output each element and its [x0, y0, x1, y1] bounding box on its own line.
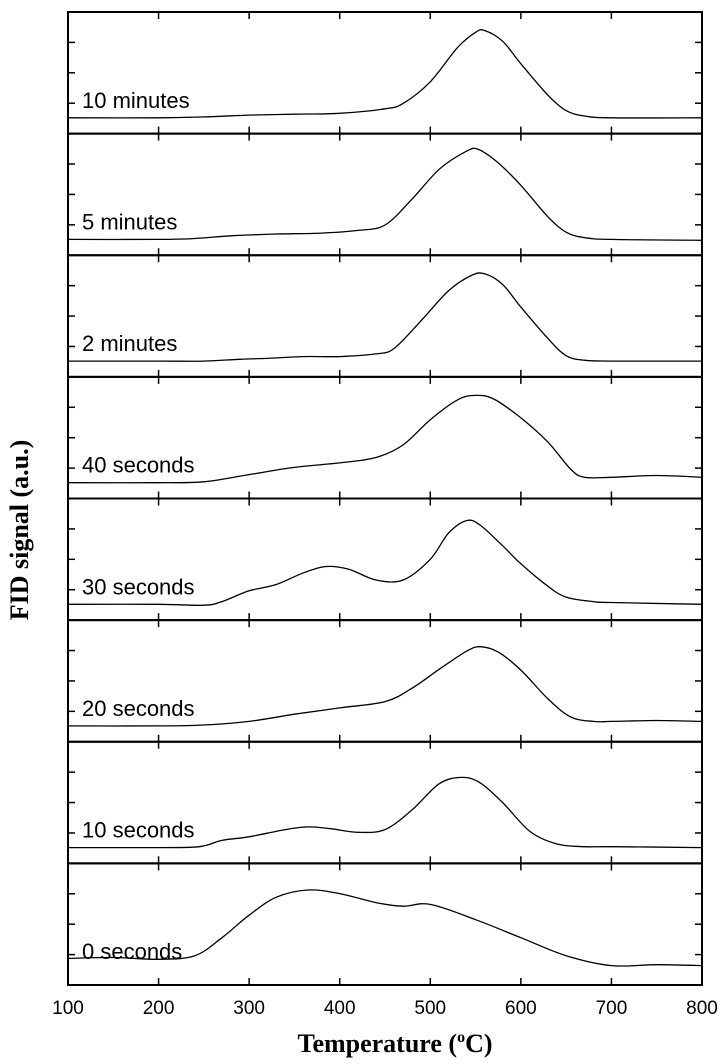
x-tick-label: 200	[143, 998, 175, 1019]
series-line	[67, 519, 703, 606]
panel: 0 seconds	[67, 862, 703, 986]
series-line	[67, 29, 703, 119]
x-axis-tick-labels: 100 200 300 400 500 600 700 800	[52, 998, 718, 1019]
x-axis-title: Temperature (oC)	[297, 1029, 492, 1058]
panel-frame	[67, 375, 703, 500]
panel-frame	[67, 132, 703, 257]
panel-label: 5 minutes	[82, 209, 177, 234]
x-tick-label: 700	[596, 998, 628, 1019]
panel: 40 seconds	[67, 375, 703, 500]
panel-label: 0 seconds	[82, 939, 182, 964]
x-axis-title-main: Temperature (	[297, 1029, 457, 1058]
panel-frame	[67, 254, 703, 378]
panel-frame	[67, 862, 703, 986]
panel-label: 20 seconds	[82, 696, 195, 721]
x-tick-label: 600	[505, 998, 537, 1019]
x-tick-label: 100	[52, 998, 84, 1019]
series-line	[67, 147, 703, 241]
chart-panels: 10 minutes 5 minutes 2 minutes 40 seconds 30…	[67, 11, 703, 986]
series-line	[67, 646, 703, 727]
panel: 10 minutes	[67, 11, 703, 135]
y-axis-title: FID signal (a.u.)	[5, 440, 34, 621]
panel: 30 seconds	[67, 497, 703, 622]
x-tick-label: 800	[686, 998, 718, 1019]
panel-frame	[67, 740, 703, 865]
panel: 5 minutes	[67, 132, 703, 257]
x-tick-label: 300	[233, 998, 265, 1019]
series-line	[67, 776, 703, 849]
panel-label: 10 minutes	[82, 88, 190, 113]
series-line	[68, 272, 703, 362]
series-line	[67, 394, 703, 484]
panel: 20 seconds	[67, 619, 703, 743]
x-tick-label: 500	[414, 998, 446, 1019]
panel-label: 40 seconds	[82, 453, 195, 478]
panel-frame	[67, 11, 703, 135]
x-axis-title-degree: o	[457, 1029, 465, 1046]
panel: 2 minutes	[67, 254, 703, 378]
panel-label: 2 minutes	[82, 331, 177, 356]
panel-frame	[67, 619, 703, 743]
panel-label: 30 seconds	[82, 574, 195, 599]
x-tick-label: 400	[324, 998, 356, 1019]
x-axis-title-unit: C)	[465, 1029, 492, 1058]
series-line	[67, 889, 703, 967]
panel-label: 10 seconds	[82, 818, 195, 843]
panel: 10 seconds	[67, 740, 703, 865]
